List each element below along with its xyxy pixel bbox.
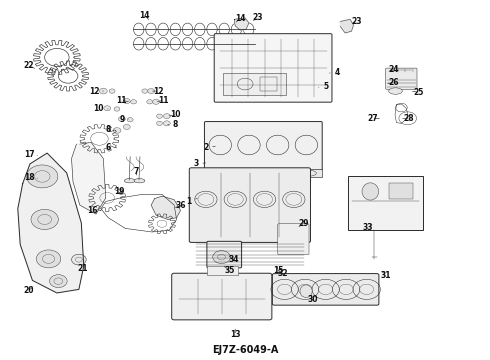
Circle shape — [123, 125, 130, 130]
Circle shape — [26, 165, 58, 188]
Ellipse shape — [124, 179, 135, 183]
Circle shape — [147, 100, 153, 104]
Text: 14: 14 — [235, 14, 245, 23]
Circle shape — [113, 128, 121, 134]
Text: 23: 23 — [351, 17, 362, 26]
Circle shape — [119, 117, 125, 122]
Circle shape — [163, 114, 170, 119]
Text: 8: 8 — [105, 125, 116, 134]
Text: 33: 33 — [363, 223, 373, 232]
Bar — [260, 77, 277, 91]
Circle shape — [99, 88, 107, 94]
Text: 5: 5 — [318, 82, 328, 91]
Text: 25: 25 — [413, 87, 424, 96]
Text: 16: 16 — [87, 206, 101, 215]
Bar — [205, 169, 322, 177]
Circle shape — [31, 210, 58, 229]
Circle shape — [142, 89, 148, 93]
Text: 23: 23 — [252, 13, 263, 22]
FancyBboxPatch shape — [272, 274, 379, 305]
Circle shape — [123, 99, 130, 104]
Text: 2: 2 — [203, 143, 215, 152]
Text: 36: 36 — [175, 201, 186, 210]
Text: 15: 15 — [273, 266, 283, 275]
Circle shape — [153, 99, 159, 104]
Ellipse shape — [300, 285, 312, 297]
Text: 11: 11 — [117, 96, 128, 105]
Text: 26: 26 — [388, 78, 399, 87]
Text: 1: 1 — [186, 197, 197, 206]
Polygon shape — [234, 18, 249, 30]
Circle shape — [127, 118, 133, 122]
Text: 10: 10 — [93, 104, 108, 113]
Text: 6: 6 — [105, 143, 117, 152]
Text: 34: 34 — [229, 255, 240, 264]
Circle shape — [163, 121, 170, 126]
Polygon shape — [340, 19, 353, 33]
Bar — [389, 183, 414, 199]
Text: 30: 30 — [307, 294, 318, 303]
Text: 24: 24 — [389, 65, 399, 74]
FancyBboxPatch shape — [214, 34, 332, 102]
Text: 22: 22 — [24, 62, 35, 71]
Text: 27: 27 — [368, 114, 379, 123]
Circle shape — [148, 89, 155, 94]
Text: 9: 9 — [119, 114, 129, 123]
FancyBboxPatch shape — [189, 168, 311, 242]
Circle shape — [49, 275, 67, 288]
Polygon shape — [18, 153, 84, 293]
Text: 17: 17 — [24, 150, 37, 159]
FancyBboxPatch shape — [278, 224, 309, 255]
Text: 18: 18 — [24, 173, 37, 182]
Text: 21: 21 — [77, 265, 88, 274]
Bar — [223, 73, 286, 95]
Polygon shape — [72, 142, 106, 214]
Text: 20: 20 — [24, 286, 34, 295]
Text: 11: 11 — [157, 96, 168, 105]
FancyBboxPatch shape — [207, 241, 242, 268]
FancyBboxPatch shape — [204, 122, 322, 170]
Ellipse shape — [362, 183, 379, 200]
Text: 10: 10 — [169, 110, 181, 119]
Text: 4: 4 — [329, 68, 340, 77]
Circle shape — [213, 251, 230, 264]
Text: 8: 8 — [168, 120, 178, 129]
Circle shape — [157, 121, 162, 126]
Text: 19: 19 — [114, 187, 124, 196]
Circle shape — [36, 250, 61, 268]
Circle shape — [104, 106, 111, 111]
Text: 3: 3 — [194, 159, 205, 168]
FancyBboxPatch shape — [207, 266, 239, 276]
Text: 28: 28 — [403, 114, 414, 123]
Text: 29: 29 — [298, 219, 309, 228]
Ellipse shape — [389, 88, 402, 94]
FancyBboxPatch shape — [172, 273, 272, 320]
Text: 13: 13 — [230, 329, 241, 339]
Ellipse shape — [134, 179, 145, 183]
Text: EJ7Z-6049-A: EJ7Z-6049-A — [212, 345, 278, 355]
Text: 14: 14 — [140, 11, 150, 20]
Text: 32: 32 — [278, 269, 288, 278]
Circle shape — [72, 254, 86, 265]
Text: 7: 7 — [134, 167, 139, 176]
Polygon shape — [151, 196, 180, 220]
Text: 12: 12 — [152, 86, 163, 95]
Text: 35: 35 — [224, 266, 235, 275]
FancyBboxPatch shape — [386, 68, 417, 89]
Circle shape — [131, 100, 137, 104]
Text: 12: 12 — [89, 86, 103, 95]
Text: 31: 31 — [380, 270, 391, 279]
Circle shape — [157, 114, 162, 118]
Circle shape — [109, 89, 115, 93]
Circle shape — [114, 107, 120, 111]
Bar — [347, 176, 423, 230]
